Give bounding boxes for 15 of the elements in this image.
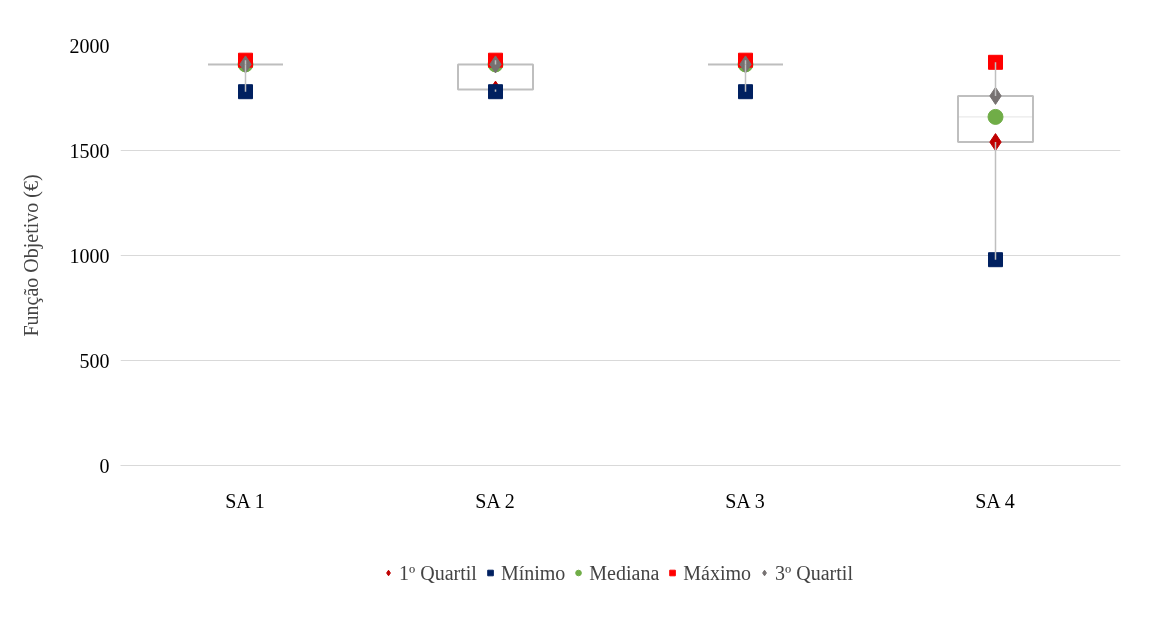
legend-label: Máximo [683, 561, 752, 585]
x-tick-label: SA 2 [475, 489, 515, 512]
x-tick-label: SA 4 [975, 489, 1015, 512]
y-axis-title: Função Objetivo (€) [19, 174, 43, 337]
legend-label: Mínimo [500, 561, 566, 585]
legend-label: 1º Quartil [399, 561, 477, 585]
legend-label: 3º Quartil [775, 561, 853, 585]
x-tick-label: SA 3 [725, 489, 765, 512]
x-tick-label: SA 1 [225, 489, 265, 512]
y-tick-label: 1500 [69, 139, 110, 162]
legend-label: Mediana [589, 561, 660, 585]
y-tick-label: 2000 [69, 34, 110, 57]
y-tick-label: 500 [79, 349, 110, 372]
y-tick-label: 1000 [69, 244, 110, 267]
y-tick-label: 0 [99, 454, 110, 477]
